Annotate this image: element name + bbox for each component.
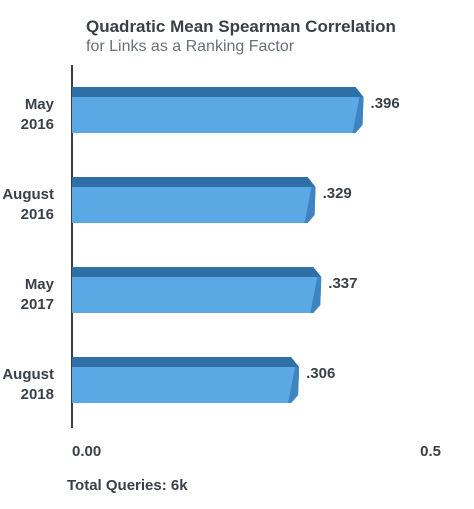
bar-top-face bbox=[72, 177, 316, 187]
category-label: May bbox=[25, 276, 55, 293]
x-tick-label: 0.5 bbox=[420, 443, 441, 460]
bar bbox=[72, 277, 322, 313]
bar-top-face bbox=[72, 87, 364, 97]
data-label: .396 bbox=[371, 95, 400, 112]
category-label: August bbox=[2, 366, 54, 383]
category-label: 2016 bbox=[21, 116, 54, 133]
chart-subtitle: for Links as a Ranking Factor bbox=[86, 38, 295, 55]
bar-side-face bbox=[352, 97, 364, 133]
data-label: .306 bbox=[306, 365, 335, 382]
category-label: August bbox=[2, 186, 54, 203]
category-label: 2017 bbox=[21, 296, 54, 313]
category-label: 2018 bbox=[21, 386, 54, 403]
bar bbox=[72, 367, 300, 403]
bar bbox=[72, 97, 364, 133]
total-queries-note: Total Queries: 6k bbox=[67, 477, 188, 494]
category-label: May bbox=[25, 96, 55, 113]
data-label: .337 bbox=[328, 275, 357, 292]
bar-side-face bbox=[304, 187, 316, 223]
bar-top-face bbox=[72, 267, 322, 277]
bar bbox=[72, 187, 316, 223]
data-label: .329 bbox=[323, 185, 352, 202]
bar-side-face bbox=[310, 277, 322, 313]
category-label: 2016 bbox=[21, 206, 54, 223]
bar-top-face bbox=[72, 357, 300, 367]
bar-side-face bbox=[288, 367, 300, 403]
x-tick-label: 0.00 bbox=[72, 443, 101, 460]
chart-title: Quadratic Mean Spearman Correlation bbox=[86, 17, 396, 36]
